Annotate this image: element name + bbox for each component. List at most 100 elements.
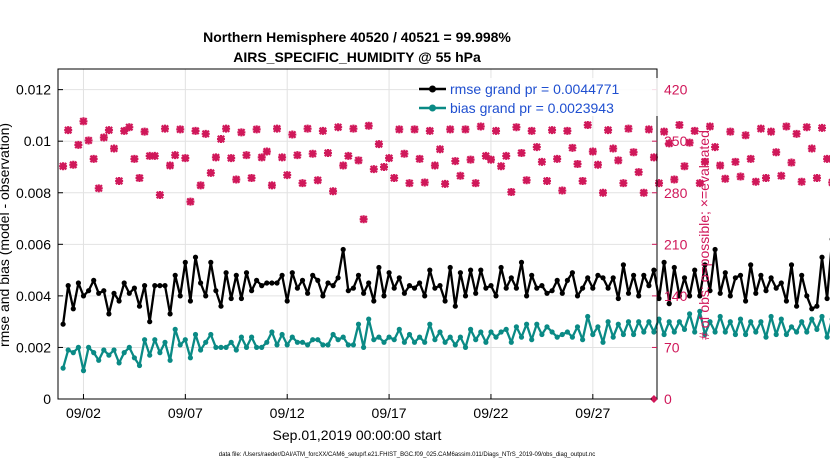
chart-title-line2: AIRS_SPECIFIC_HUMIDITY @ 55 hPa — [233, 49, 481, 65]
rmse-point — [819, 255, 824, 260]
bias-point — [580, 337, 585, 342]
rmse-point — [448, 265, 453, 270]
bias-point — [718, 314, 723, 319]
bias-point — [320, 342, 325, 347]
bias-point — [606, 319, 611, 324]
rmse-point — [483, 286, 488, 291]
rmse-point — [101, 288, 106, 293]
bias-point — [147, 353, 152, 358]
rmse-point — [575, 293, 580, 298]
bias-point — [437, 329, 442, 334]
obs-evaluated-marker — [507, 188, 515, 196]
bias-point — [774, 332, 779, 337]
rmse-point — [147, 319, 152, 324]
bias-point — [799, 319, 804, 324]
obs-evaluated-marker — [553, 155, 561, 163]
rmse-point — [137, 304, 142, 309]
rmse-point — [193, 255, 198, 260]
bias-point — [570, 335, 575, 340]
bias-point — [432, 337, 437, 342]
rmse-point — [208, 260, 213, 265]
bias-point — [173, 327, 178, 332]
bias-point — [794, 329, 799, 334]
bias-point — [274, 342, 279, 347]
rmse-point — [356, 273, 361, 278]
obs-evaluated-marker — [426, 127, 434, 135]
rmse-point — [397, 275, 402, 280]
bias-point — [733, 332, 738, 337]
rmse-point — [616, 296, 621, 301]
rmse-point — [387, 270, 392, 275]
obs-evaluated-marker — [242, 151, 250, 159]
bias-point — [152, 337, 157, 342]
rmse-point — [529, 273, 534, 278]
rmse-point — [443, 298, 448, 303]
obs-evaluated-marker — [518, 149, 526, 157]
bias-point — [387, 335, 392, 340]
obs-evaluated-marker — [385, 154, 393, 162]
y-right-tick-label: 350 — [664, 133, 688, 149]
obs-evaluated-marker — [762, 174, 770, 182]
bias-point — [544, 324, 549, 329]
rmse-point — [758, 273, 763, 278]
bias-point — [162, 340, 167, 345]
rmse-point — [122, 280, 127, 285]
rmse-point — [769, 275, 774, 280]
rmse-point — [402, 291, 407, 296]
obs-evaluated-marker — [512, 123, 520, 131]
bias-point — [417, 335, 422, 340]
bias-point — [738, 317, 743, 322]
data-file-footer: data file: /Users/raeder/DAI/ATM_forcXX/… — [219, 452, 595, 458]
bias-point — [412, 340, 417, 345]
legend-bias-label: bias grand pr = 0.0023943 — [450, 100, 614, 116]
bias-point — [259, 345, 264, 350]
rmse-point — [468, 268, 473, 273]
rmse-point — [651, 268, 656, 273]
rmse-point — [458, 270, 463, 275]
bias-point — [193, 332, 198, 337]
bias-point — [331, 332, 336, 337]
obs-evaluated-marker — [298, 179, 306, 187]
x-axis-label: Sep.01,2019 00:00:00 start — [273, 427, 442, 443]
bias-point — [728, 319, 733, 324]
obs-evaluated-marker — [339, 161, 347, 169]
y-left-tick-label: 0.006 — [16, 236, 51, 252]
rmse-point — [264, 280, 269, 285]
rmse-point — [789, 262, 794, 267]
rmse-point — [514, 286, 519, 291]
bias-point — [157, 350, 162, 355]
x-tick-label: 09/22 — [473, 405, 508, 421]
rmse-point — [728, 293, 733, 298]
rmse-point — [61, 322, 66, 327]
bias-point — [478, 329, 483, 334]
rmse-point — [626, 291, 631, 296]
obs-evaluated-marker — [161, 125, 169, 133]
rmse-point — [825, 296, 830, 301]
data-series — [59, 117, 830, 403]
bias-point — [825, 335, 830, 340]
rmse-point — [718, 291, 723, 296]
rmse-point — [274, 280, 279, 285]
obs-evaluated-marker — [731, 158, 739, 166]
rmse-point — [550, 288, 555, 293]
obs-evaluated-marker — [253, 125, 261, 133]
rmse-point — [544, 291, 549, 296]
obs-evaluated-marker — [64, 126, 72, 134]
y-axis-right-label: # of obs: o=possible; ×=evaluated — [696, 130, 712, 340]
rmse-point — [631, 273, 636, 278]
obs-evaluated-marker — [263, 148, 271, 156]
bias-point — [646, 319, 651, 324]
bias-point — [809, 317, 814, 322]
legend-rmse-label: rmse grand pr = 0.0044771 — [450, 81, 619, 97]
rmse-point — [723, 270, 728, 275]
rmse-point — [300, 278, 305, 283]
bias-point — [493, 335, 498, 340]
rmse-point — [427, 268, 432, 273]
rmse-point — [799, 273, 804, 278]
obs-evaluated-marker — [497, 162, 505, 170]
rmse-point — [662, 260, 667, 265]
rmse-point — [361, 291, 366, 296]
obs-evaluated-marker — [721, 175, 729, 183]
obs-evaluated-marker — [293, 151, 301, 159]
